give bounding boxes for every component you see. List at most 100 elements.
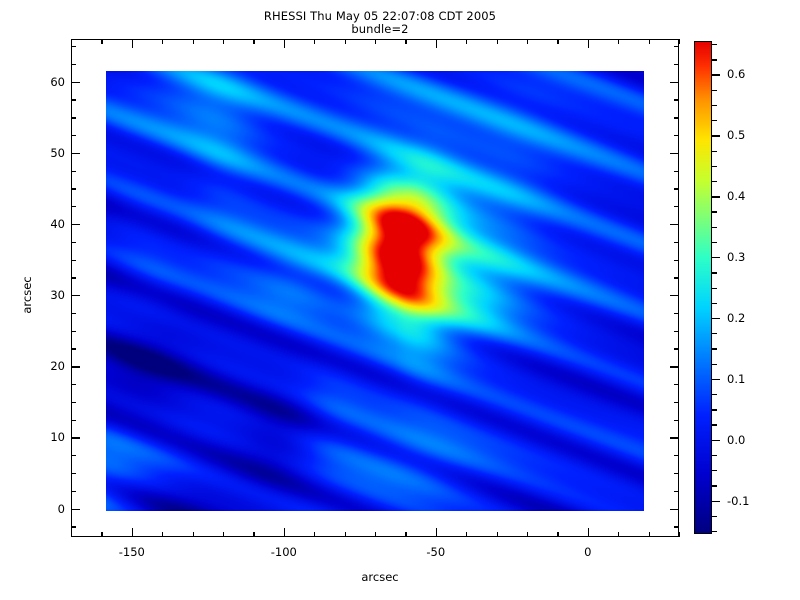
- x-tick-minor: [679, 532, 681, 537]
- y-tick-minor: [71, 490, 76, 493]
- figure-title-block: RHESSI Thu May 05 22:07:08 CDT 2005 bund…: [0, 10, 760, 36]
- x-tick-minor-top: [405, 39, 407, 44]
- x-tick-minor-top: [375, 39, 377, 44]
- y-tick-minor: [71, 135, 76, 137]
- colorbar-tick-minor: [712, 470, 717, 472]
- colorbar-tick-minor: [712, 59, 717, 61]
- y-tick-minor-right: [674, 117, 679, 119]
- y-tick-major: [71, 295, 80, 297]
- colorbar-tick-minor: [712, 241, 717, 244]
- y-tick-minor: [71, 99, 76, 101]
- colorbar-tick-minor: [712, 211, 717, 213]
- x-tick-minor-top: [527, 39, 529, 44]
- x-tick-minor: [618, 532, 620, 537]
- x-tick-minor: [496, 532, 498, 537]
- y-tick-minor: [71, 46, 76, 48]
- colorbar-tick-minor: [712, 530, 717, 533]
- y-tick-minor: [71, 348, 76, 350]
- y-tick-label: 40: [50, 216, 65, 231]
- colorbar-tick-minor: [712, 89, 717, 91]
- x-tick-minor-top: [192, 39, 194, 44]
- x-tick-label: -50: [426, 545, 446, 559]
- y-tick-major: [71, 508, 80, 510]
- y-tick-major: [71, 366, 80, 368]
- x-tick-minor: [253, 532, 255, 537]
- y-tick-minor: [71, 312, 76, 315]
- y-tick-minor: [71, 206, 76, 208]
- y-tick-minor: [71, 526, 76, 528]
- x-tick-minor: [375, 532, 377, 537]
- y-tick-minor: [71, 330, 76, 332]
- colorbar-tick-major: [712, 257, 720, 259]
- y-tick-major-right: [670, 152, 679, 155]
- y-tick-minor-right: [674, 330, 679, 332]
- colorbar-tick-major: [712, 439, 720, 441]
- colorbar-tick-label: 0.2: [727, 310, 746, 325]
- x-tick-minor-top: [223, 39, 225, 44]
- x-tick-minor-top: [344, 39, 346, 44]
- x-tick-minor-top: [496, 39, 498, 44]
- y-tick-minor-right: [674, 99, 679, 101]
- y-tick-label: 30: [50, 288, 65, 303]
- y-tick-label: 20: [50, 359, 65, 374]
- y-tick-minor-right: [674, 135, 679, 137]
- colorbar-tick-minor: [712, 333, 717, 335]
- y-tick-minor: [71, 170, 76, 172]
- y-tick-minor-right: [674, 312, 679, 315]
- y-tick-minor-right: [674, 401, 679, 404]
- x-tick-minor-top: [101, 39, 103, 44]
- x-tick-minor-top: [618, 39, 620, 44]
- x-tick-minor-top: [466, 39, 468, 44]
- y-tick-minor-right: [674, 170, 679, 172]
- y-tick-minor-right: [674, 384, 679, 386]
- y-tick-minor-right: [674, 46, 679, 48]
- colorbar-tick-minor: [712, 150, 717, 152]
- y-tick-minor-right: [674, 259, 679, 261]
- y-tick-minor: [71, 117, 76, 119]
- x-tick-minor: [648, 532, 650, 537]
- y-tick-minor-right: [674, 241, 679, 244]
- y-tick-minor-right: [674, 455, 679, 457]
- x-tick-major-top: [283, 39, 286, 48]
- x-tick-major: [131, 528, 134, 537]
- y-tick-minor: [71, 419, 76, 421]
- colorbar: [694, 41, 712, 534]
- y-tick-major-right: [670, 81, 679, 83]
- y-tick-minor: [71, 188, 76, 190]
- x-tick-label: 0: [584, 545, 592, 559]
- y-tick-major: [71, 152, 80, 155]
- x-tick-major: [435, 528, 438, 537]
- x-tick-minor-top: [71, 39, 73, 44]
- y-tick-minor: [71, 472, 76, 475]
- x-tick-major-top: [131, 39, 134, 48]
- colorbar-tick-minor: [712, 272, 717, 274]
- y-tick-minor-right: [674, 63, 679, 66]
- x-tick-major: [587, 528, 590, 537]
- y-tick-label: 50: [50, 145, 65, 160]
- y-tick-minor-right: [674, 277, 679, 279]
- x-tick-major-top: [435, 39, 438, 48]
- colorbar-tick-major: [712, 196, 720, 198]
- y-tick-major-right: [670, 508, 679, 510]
- colorbar-tick-minor: [712, 424, 717, 426]
- x-tick-minor: [71, 532, 73, 537]
- y-tick-minor: [71, 63, 76, 66]
- y-tick-minor-right: [674, 206, 679, 208]
- x-tick-minor-top: [162, 39, 164, 44]
- x-tick-minor-top: [557, 39, 559, 44]
- colorbar-tick-minor: [712, 454, 717, 457]
- x-tick-minor: [557, 532, 559, 537]
- colorbar-tick-minor: [712, 515, 717, 518]
- y-tick-major-right: [670, 295, 679, 297]
- heatmap-image: [106, 71, 644, 511]
- colorbar-tick-minor: [712, 302, 717, 304]
- colorbar-tick-minor: [712, 104, 717, 107]
- colorbar-tick-label: 0.0: [727, 432, 746, 447]
- x-tick-minor-top: [679, 39, 681, 44]
- x-tick-minor-top: [648, 39, 650, 44]
- x-tick-minor: [314, 532, 316, 537]
- x-tick-minor: [466, 532, 468, 537]
- colorbar-tick-label: 0.4: [727, 189, 746, 204]
- colorbar-tick-major: [712, 135, 720, 137]
- colorbar-tick-minor: [712, 348, 717, 350]
